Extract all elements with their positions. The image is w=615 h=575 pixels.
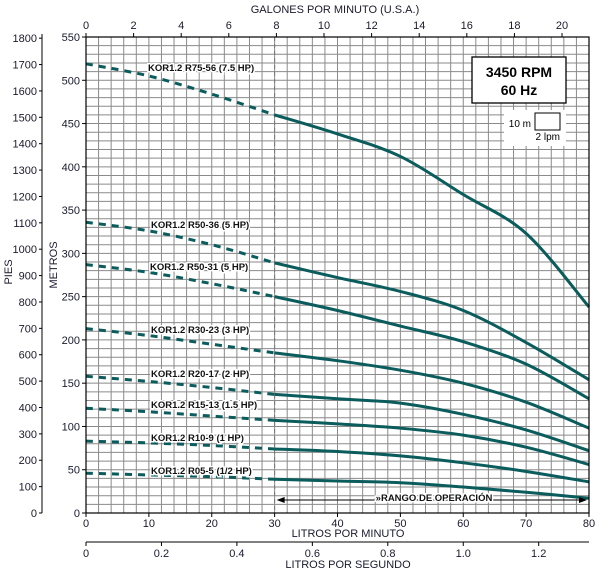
y-tick-label: 450 xyxy=(62,119,80,131)
gpm-tick-label: 14 xyxy=(413,20,425,32)
hz-text: 60 Hz xyxy=(501,82,538,98)
lps-tick-label: 0.2 xyxy=(154,548,169,560)
feet-tick-label: 1800 xyxy=(13,33,37,45)
x-tick-label: 30 xyxy=(269,518,281,530)
feet-tick-label: 900 xyxy=(19,271,37,283)
x-tick-label: 60 xyxy=(457,518,469,530)
curve-label-r50-31: KOR1.2 R50-31 (5 HP) xyxy=(150,262,248,273)
curve-solid-3 xyxy=(274,351,590,430)
y-tick-label: 400 xyxy=(62,162,80,174)
feet-tick-label: 1400 xyxy=(13,139,37,151)
curve-label-r75-56: KOR1.2 R75-56 (7.5 HP) xyxy=(148,63,254,74)
curve-solid-1 xyxy=(274,261,590,382)
curve-solid-4 xyxy=(274,392,590,453)
feet-tick-label: 500 xyxy=(19,376,37,388)
x-tick-label: 50 xyxy=(394,518,406,530)
lps-tick-label: 0.8 xyxy=(380,548,395,560)
feet-tick-label: 1300 xyxy=(13,165,37,177)
y-tick-label: 150 xyxy=(62,378,80,390)
curve-label-r30-23: KOR1.2 R30-23 (3 HP) xyxy=(151,325,249,336)
curve-dashed-7 xyxy=(85,471,275,481)
curve-solid-6 xyxy=(274,447,590,484)
gpm-tick-label: 10 xyxy=(318,20,330,32)
curve-label-r20-17: KOR1.2 R20-17 (2 HP) xyxy=(151,369,249,380)
scale-legend-height: 10 m xyxy=(509,119,531,130)
grid xyxy=(85,36,590,514)
gpm-tick-label: 8 xyxy=(273,20,279,32)
curve-solid-5 xyxy=(274,418,590,466)
feet-tick-label: 800 xyxy=(19,297,37,309)
lps-tick-label: 1.2 xyxy=(531,548,546,560)
curve-label-r15-13: KOR1.2 R15-13 (1.5 HP) xyxy=(151,400,257,411)
curve-label-r05-5: KOR1.2 R05-5 (1/2 HP) xyxy=(151,466,252,477)
curve-dashed-3 xyxy=(85,327,275,355)
feet-tick-label: 1500 xyxy=(13,112,37,124)
curve-solid-2 xyxy=(274,295,590,401)
top-axis-title: GALONES POR MINUTO (U.S.A.) xyxy=(251,4,420,16)
curve-dashed-2 xyxy=(85,263,275,299)
feet-tick-label: 0 xyxy=(31,508,37,520)
curves xyxy=(85,62,591,500)
lps-tick-label: 0.6 xyxy=(305,548,320,560)
feet-tick-label: 1000 xyxy=(13,244,37,256)
lps-tick-label: 0 xyxy=(83,548,89,560)
curve-label-r10-9: KOR1.2 R10-9 (1 HP) xyxy=(151,433,244,444)
curve-dashed-5 xyxy=(85,406,275,422)
feet-axis-title: PIES xyxy=(3,259,15,284)
scale-legend-width: 2 lpm xyxy=(536,132,560,143)
curve-dashed-0 xyxy=(85,62,276,117)
curve-solid-7 xyxy=(274,477,590,500)
y-tick-label: 250 xyxy=(62,292,80,304)
gpm-tick-label: 18 xyxy=(508,20,520,32)
curve-dashed-4 xyxy=(85,374,275,396)
operating-range: »RANGO DE OPERACIÓN xyxy=(276,491,587,506)
y-tick-label: 50 xyxy=(68,465,80,477)
operating-range-label: »RANGO DE OPERACIÓN xyxy=(376,492,493,504)
gpm-tick-label: 0 xyxy=(83,20,89,32)
feet-tick-label: 1700 xyxy=(13,60,37,72)
gpm-tick-label: 2 xyxy=(131,20,137,32)
gpm-tick-label: 12 xyxy=(365,20,377,32)
scale-legend-cell xyxy=(534,112,561,131)
feet-tick-label: 600 xyxy=(19,350,37,362)
curve-label-r50-36: KOR1.2 R50-36 (5 HP) xyxy=(151,220,249,231)
curve-solid-0 xyxy=(274,113,591,308)
y-axis-title: METROS xyxy=(48,241,60,288)
feet-tick-label: 700 xyxy=(19,323,37,335)
feet-tick-label: 1600 xyxy=(13,86,37,98)
x-tick-label: 70 xyxy=(520,518,532,530)
y-tick-label: 300 xyxy=(62,248,80,260)
feet-tick-label: 400 xyxy=(19,402,37,414)
curve-dashed-1 xyxy=(85,220,276,265)
y-tick-label: 200 xyxy=(62,335,80,347)
y-tick-label: 350 xyxy=(62,205,80,217)
y-tick-label: 550 xyxy=(62,32,80,44)
gpm-tick-label: 6 xyxy=(226,20,232,32)
lps-tick-label: 0.4 xyxy=(229,548,244,560)
feet-tick-label: 1100 xyxy=(13,218,37,230)
x-tick-label: 10 xyxy=(143,518,155,530)
y-tick-label: 100 xyxy=(62,421,80,433)
gpm-tick-label: 16 xyxy=(461,20,473,32)
axes: 0 10 20 30 40 50 60 70 8005010015020025030035040… xyxy=(13,20,596,560)
y-tick-label: 0 xyxy=(74,508,80,520)
rpm-box xyxy=(471,56,567,104)
x-axis-title: LITROS POR MINUTO xyxy=(292,528,405,540)
x-tick-label: 20 xyxy=(206,518,218,530)
feet-tick-label: 1200 xyxy=(13,191,37,203)
lps-tick-label: 1.0 xyxy=(456,548,471,560)
y-tick-label: 500 xyxy=(62,75,80,87)
x-tick-label: 40 xyxy=(331,518,343,530)
x-tick-label: 0 xyxy=(83,518,89,530)
rpm-text: 3450 RPM xyxy=(486,64,552,80)
secondary-x-axis-title: LITROS POR SEGUNDO xyxy=(285,559,411,571)
curve-dashed-6 xyxy=(85,439,275,451)
feet-tick-label: 300 xyxy=(19,429,37,441)
feet-tick-label: 200 xyxy=(19,455,37,467)
x-tick-label: 80 xyxy=(583,518,595,530)
gpm-tick-label: 20 xyxy=(556,20,568,32)
gpm-tick-label: 4 xyxy=(178,20,184,32)
feet-tick-label: 100 xyxy=(19,482,37,494)
